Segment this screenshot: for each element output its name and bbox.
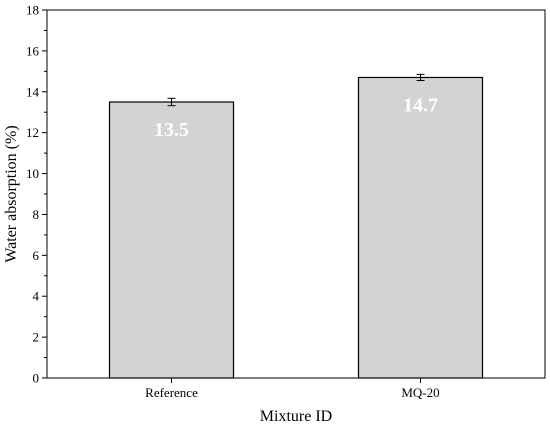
y-tick-label: 10 bbox=[26, 166, 39, 181]
x-tick-label: MQ-20 bbox=[401, 385, 439, 400]
y-tick-label: 16 bbox=[26, 43, 40, 58]
y-axis-title: Water absorption (%) bbox=[3, 125, 20, 262]
y-tick-label: 6 bbox=[33, 248, 40, 263]
y-tick-label: 8 bbox=[33, 207, 40, 222]
bar-mq-20 bbox=[357, 76, 484, 379]
y-tick-label: 12 bbox=[26, 125, 39, 140]
y-axis: 0 2 4 6 8 10 12 14 16 18 bbox=[26, 3, 47, 386]
y-tick-label: 4 bbox=[33, 289, 40, 304]
bar-reference bbox=[108, 101, 235, 379]
y-tick-label: 14 bbox=[26, 84, 40, 99]
x-axis: Reference MQ-20 bbox=[145, 378, 440, 400]
y-tick-label: 2 bbox=[33, 330, 40, 345]
x-axis-title: Mixture ID bbox=[260, 408, 332, 425]
bars-group: 13.5 14.7 bbox=[108, 73, 484, 379]
data-label: 13.5 bbox=[154, 119, 189, 141]
y-tick-label: 18 bbox=[26, 3, 39, 18]
x-tick-label: Reference bbox=[145, 385, 198, 400]
y-tick-label: 0 bbox=[33, 371, 40, 386]
data-label: 14.7 bbox=[403, 94, 438, 116]
